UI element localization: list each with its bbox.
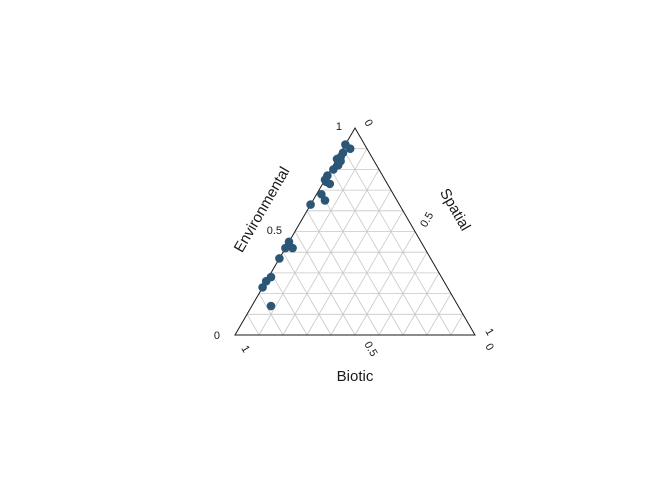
grid-line-biotic [270, 272, 308, 336]
grid-line-spatial [378, 251, 428, 336]
grid-line-spatial [450, 314, 464, 336]
tick-label-environmental-1: 1 [336, 121, 342, 133]
grid-line-spatial [306, 189, 392, 336]
grid-line-biotic [258, 293, 284, 336]
data-point [325, 179, 335, 189]
data-point [266, 301, 276, 311]
grid-line-biotic [282, 251, 332, 336]
axis-title-environmental: Environmental [231, 164, 294, 256]
chart-frame [234, 127, 476, 336]
grid-line-biotic [246, 314, 260, 336]
grid-line-biotic [342, 148, 452, 336]
grid-line-biotic [294, 231, 356, 336]
grid-line-spatial [258, 148, 368, 336]
data-point [275, 254, 284, 263]
data-point [281, 243, 290, 253]
grid-line-spatial [354, 231, 416, 336]
axis-title-biotic: Biotic [337, 368, 374, 385]
tick-label-spatial-1: 1 [482, 327, 495, 338]
tick-label-biotic-1: 1 [238, 344, 251, 355]
tick-label-biotic-0.5: 0.5 [361, 340, 379, 359]
tick-label-spatial-0.5: 0.5 [418, 210, 436, 229]
data-point [284, 237, 294, 247]
data-point [329, 165, 338, 174]
data-point [258, 283, 267, 292]
tick-label-biotic-0: 0 [482, 342, 495, 353]
data-point [345, 144, 355, 153]
data-point [320, 196, 330, 205]
tick-label-environmental-0: 0 [214, 330, 220, 342]
chart-points [258, 140, 355, 311]
grid-line-biotic [318, 189, 404, 336]
grid-line-spatial [402, 272, 440, 336]
chart-grid [246, 148, 464, 336]
data-point [288, 243, 297, 253]
grid-line-spatial [426, 293, 452, 336]
tick-label-environmental-0.5: 0.5 [267, 225, 282, 237]
data-point [317, 189, 326, 199]
axis-title-spatial: Spatial [436, 186, 474, 234]
data-point [306, 200, 315, 209]
tick-label-spatial-0: 0 [361, 118, 374, 129]
data-point [261, 276, 271, 286]
